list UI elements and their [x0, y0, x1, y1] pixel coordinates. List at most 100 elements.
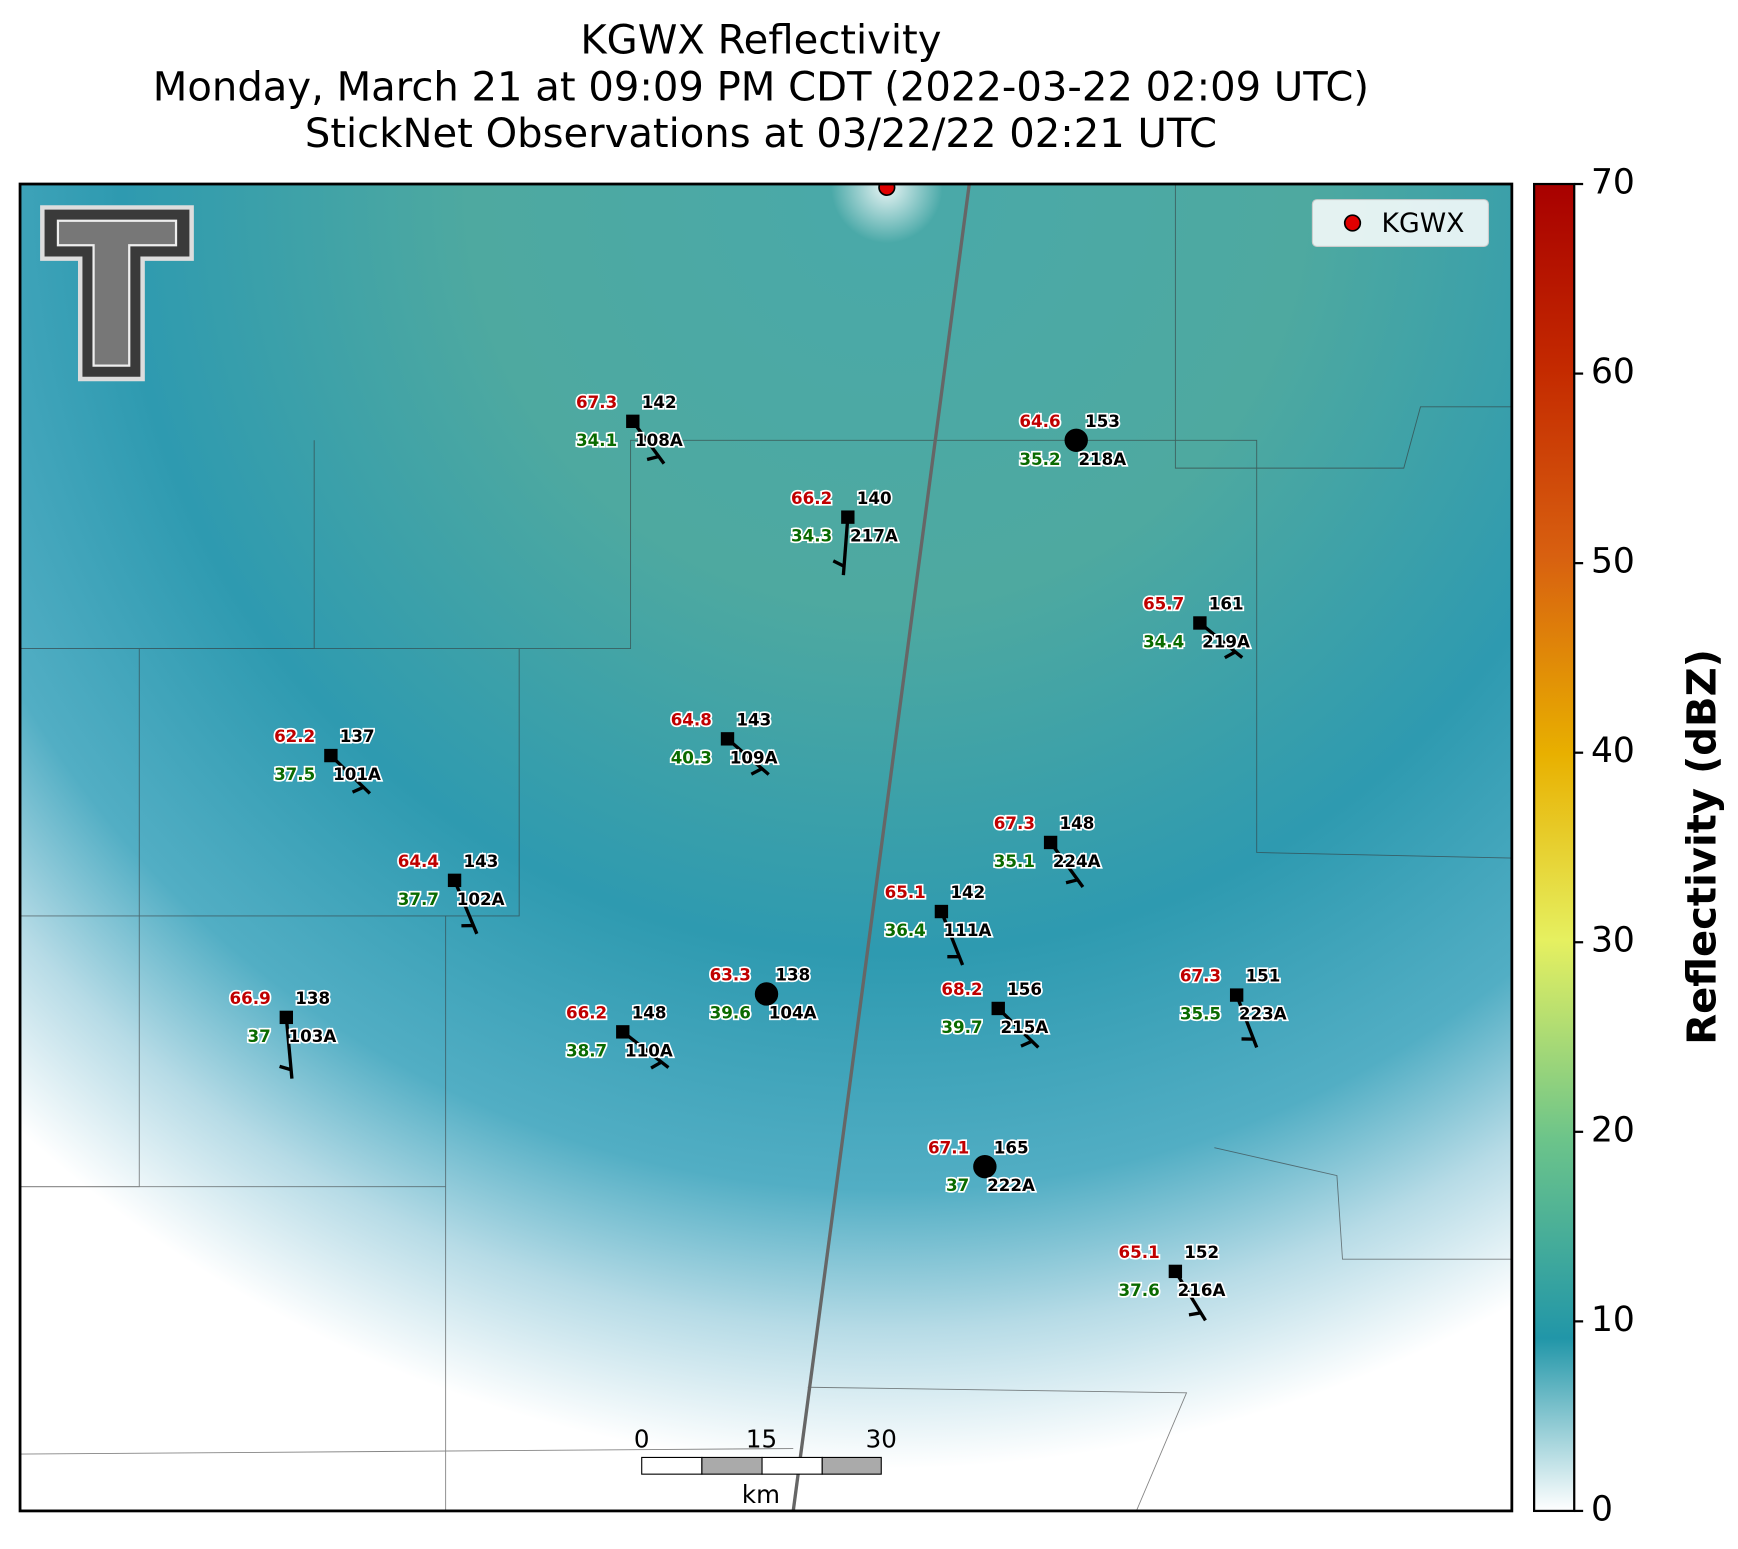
- pressure: 161: [1209, 594, 1244, 614]
- logo: [40, 205, 194, 382]
- map-frame: [18, 182, 1514, 1513]
- dewpoint: 34.4: [1143, 631, 1184, 651]
- station-marker: [991, 1001, 1005, 1016]
- pressure: 153: [1085, 411, 1120, 431]
- station: 67.3 142 34.1 108A: [574, 390, 685, 465]
- legend-box: [1311, 199, 1489, 247]
- temperature: 66.2: [566, 1002, 607, 1022]
- dewpoint: 34.1: [576, 430, 617, 450]
- station-id: 219A: [1202, 631, 1250, 651]
- pressure: 152: [1184, 1242, 1219, 1262]
- pressure: 137: [340, 726, 375, 746]
- dewpoint: 37.7: [398, 889, 439, 909]
- station-id: 108A: [635, 430, 683, 450]
- station: 66.9 138 37 103A: [228, 986, 338, 1079]
- station-marker: [934, 904, 949, 919]
- scale-unit: km: [742, 1480, 780, 1509]
- station-marker: [616, 1025, 630, 1039]
- temperature: 64.6: [1019, 411, 1060, 431]
- station: 63.3 138 39.6 104A: [708, 963, 818, 1024]
- station-id: 103A: [289, 1026, 337, 1046]
- temperature: 66.9: [230, 988, 271, 1008]
- colorbar-tick-label: 10: [1591, 1300, 1635, 1340]
- pressure: 138: [775, 965, 810, 985]
- pressure: 140: [857, 488, 892, 508]
- dewpoint: 37.6: [1119, 1280, 1160, 1300]
- pressure: 142: [950, 882, 985, 902]
- dewpoint: 39.6: [710, 1002, 751, 1022]
- highway: [791, 184, 971, 1511]
- station-id: 104A: [769, 1002, 817, 1022]
- colorbar-tick-label: 70: [1591, 163, 1635, 203]
- station-marker: [720, 732, 735, 746]
- dewpoint: 34.3: [791, 526, 832, 546]
- barb-flag: [650, 1060, 663, 1070]
- title-line: Monday, March 21 at 09:09 PM CDT (2022-0…: [153, 64, 1369, 110]
- station-id: 111A: [944, 920, 992, 940]
- temperature: 65.1: [1119, 1242, 1160, 1262]
- scale-bar: km 0 15 30: [634, 1424, 897, 1509]
- colorbar: Reflectivity (dBZ) 0 10 20 30 40 50 60 70: [1533, 163, 1726, 1529]
- temperature: 62.2: [274, 726, 315, 746]
- dewpoint: 39.7: [941, 1017, 982, 1037]
- scale-tick-label: 0: [634, 1424, 650, 1453]
- calm-marker: [754, 982, 779, 1006]
- station-id: 217A: [850, 526, 898, 546]
- temperature: 64.4: [398, 851, 439, 871]
- station-id: 102A: [457, 889, 505, 909]
- barb-flag: [646, 454, 660, 462]
- station: 64.8 143 40.3 109A: [669, 708, 779, 776]
- title-line: StickNet Observations at 03/22/22 02:21 …: [305, 111, 1217, 157]
- station: 64.4 143 37.7 102A: [396, 849, 506, 935]
- barb-flag: [279, 1064, 292, 1072]
- station-marker: [324, 748, 338, 763]
- pressure: 142: [642, 392, 677, 412]
- station: 65.1 152 37.6 216A: [1117, 1240, 1227, 1322]
- pressure: 165: [994, 1137, 1029, 1157]
- station: 65.7 161 34.4 219A: [1141, 592, 1252, 660]
- station-marker: [841, 510, 855, 524]
- station-id: 222A: [987, 1175, 1035, 1195]
- station: 64.6 153 35.2 218A: [1018, 409, 1128, 470]
- colorbar-label: Reflectivity (dBZ): [1680, 649, 1726, 1045]
- calm-marker: [973, 1154, 997, 1179]
- dewpoint: 36.4: [885, 920, 926, 940]
- station: 66.2 148 38.7 110A: [564, 1001, 675, 1070]
- pressure: 138: [295, 988, 330, 1008]
- barb-flag: [750, 767, 763, 776]
- pressure: 148: [632, 1002, 667, 1022]
- station-marker: [1229, 988, 1244, 1002]
- colorbar-tick-label: 50: [1591, 542, 1635, 582]
- barb-flag: [1188, 1311, 1202, 1317]
- station-id: 218A: [1078, 449, 1126, 469]
- dewpoint: 40.3: [671, 747, 712, 767]
- barb-flag: [351, 785, 365, 794]
- legend-label: KGWX: [1381, 208, 1464, 239]
- wind-barb: [631, 420, 666, 465]
- calm-marker: [1064, 428, 1088, 452]
- station-id: 101A: [333, 764, 381, 784]
- colorbar-tick-label: 60: [1591, 352, 1635, 392]
- scale-tick-label: 30: [866, 1424, 897, 1453]
- pressure: 148: [1060, 813, 1095, 833]
- barb-flag: [1065, 878, 1079, 885]
- station-marker: [1168, 1264, 1183, 1279]
- station-id: 223A: [1239, 1004, 1287, 1024]
- dewpoint: 38.7: [566, 1040, 607, 1060]
- dewpoint: 35.1: [994, 851, 1035, 871]
- temperature: 65.1: [885, 882, 926, 902]
- station: 67.3 151 35.5 223A: [1178, 964, 1288, 1049]
- station-id: 215A: [1000, 1017, 1048, 1037]
- temperature: 66.2: [791, 488, 832, 508]
- barb-flag: [832, 559, 845, 568]
- temperature: 67.1: [928, 1137, 969, 1157]
- temperature: 68.2: [941, 979, 982, 999]
- dewpoint: 35.5: [1180, 1004, 1221, 1024]
- station-marker: [626, 414, 640, 429]
- colorbar-scale: [1533, 182, 1576, 1513]
- station: 65.1 142 36.4 111A: [883, 880, 993, 966]
- station: 67.3 148 35.1 224A: [992, 811, 1102, 889]
- temperature: 64.8: [671, 709, 712, 729]
- legend: KGWX: [1311, 199, 1489, 247]
